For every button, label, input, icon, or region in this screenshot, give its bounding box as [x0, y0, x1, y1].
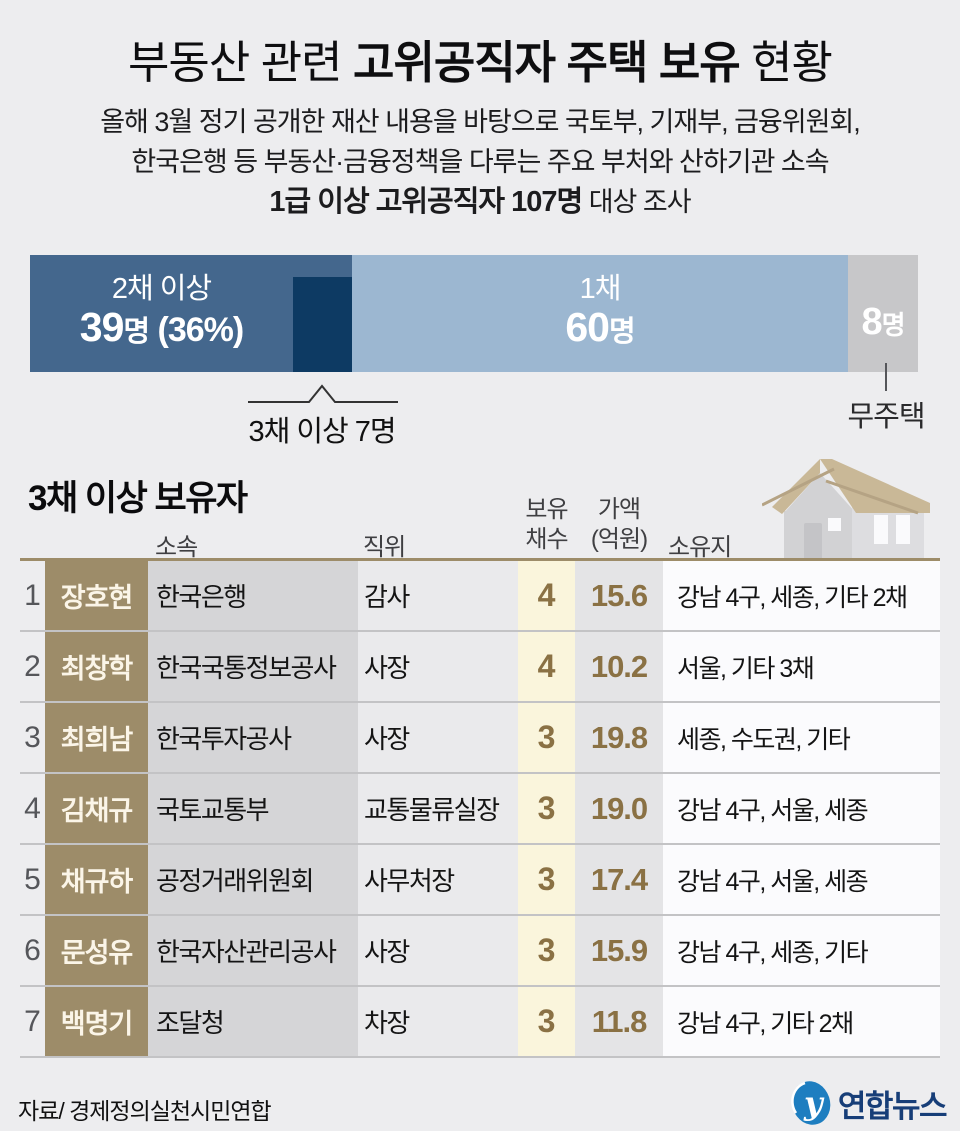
bar-label-one: 1채 60명 [565, 273, 635, 350]
row-position: 사장 [358, 916, 518, 985]
row-separator [20, 772, 940, 774]
table-row: 4 김채규 국토교통부 교통물류실장 3 19.0 강남 4구, 서울, 세종 [20, 774, 940, 843]
subtitle-line3-rest: 대상 조사 [582, 187, 692, 217]
row-affiliation: 한국투자공사 [148, 703, 358, 772]
row-position: 차장 [358, 987, 518, 1056]
row-location: 강남 4구, 세종, 기타 2채 [663, 561, 940, 630]
row-position: 사장 [358, 703, 518, 772]
bar-segment-three-or-more [293, 277, 352, 372]
table-bottom-border [20, 1056, 940, 1058]
row-location: 강남 4구, 서울, 세종 [663, 845, 940, 914]
row-affiliation: 조달청 [148, 987, 358, 1056]
page-title: 부동산 관련 고위공직자 주택 보유 현황 [128, 37, 833, 88]
row-name: 문성유 [45, 916, 148, 985]
caret-bracket-icon [248, 384, 398, 403]
row-name: 김채규 [45, 774, 148, 843]
row-count: 3 [518, 845, 575, 914]
callout-no-home: 무주택 [847, 401, 925, 433]
bar-label-none: 8명 [861, 301, 905, 343]
source-credit: 자료/ 경제정의실천시민연합 [18, 1098, 272, 1124]
row-name: 백명기 [45, 987, 148, 1056]
ownership-stacked-bar: 2채 이상 39명 (36%) 1채 60명 8명 [30, 255, 918, 372]
row-value: 15.6 [575, 561, 663, 630]
bar-label-two-or-more: 2채 이상 39명 (36%) [79, 273, 244, 350]
row-rank: 6 [24, 933, 41, 967]
subtitle-line2: 한국은행 등 부동산·금융정책을 다루는 주요 부처와 산하기관 소속 [131, 147, 829, 177]
row-count: 3 [518, 774, 575, 843]
row-separator [20, 914, 940, 916]
row-location: 강남 4구, 세종, 기타 [663, 916, 940, 985]
bar-segment-one [352, 255, 848, 372]
row-count: 4 [518, 632, 575, 701]
row-value: 19.8 [575, 703, 663, 772]
table-top-border [20, 558, 940, 561]
row-value: 19.0 [575, 774, 663, 843]
row-rank: 2 [24, 649, 41, 683]
section-title: 3채 이상 보유자 [28, 479, 248, 518]
col-header-affiliation: 소속 [155, 534, 198, 561]
yonhap-logo-icon: y [791, 1081, 831, 1125]
table-row: 7 백명기 조달청 차장 3 11.8 강남 4구, 기타 2채 [20, 987, 940, 1056]
row-name: 최창학 [45, 632, 148, 701]
row-position: 사무처장 [358, 845, 518, 914]
table-row: 3 최희남 한국투자공사 사장 3 19.8 세종, 수도권, 기타 [20, 703, 940, 772]
row-separator [20, 843, 940, 845]
row-location: 서울, 기타 3채 [663, 632, 940, 701]
row-count: 3 [518, 916, 575, 985]
svg-text:y: y [803, 1084, 825, 1122]
row-count: 3 [518, 987, 575, 1056]
col-header-count: 보유 채수 [525, 496, 568, 553]
col-header-position: 직위 [363, 534, 406, 561]
row-name: 채규하 [45, 845, 148, 914]
row-name: 최희남 [45, 703, 148, 772]
callout-line [885, 363, 887, 391]
row-location: 강남 4구, 서울, 세종 [663, 774, 940, 843]
subtitle-line3-bold: 1급 이상 고위공직자 107명 [269, 186, 583, 218]
yonhap-logo: y 연합뉴스 [788, 1078, 948, 1128]
row-affiliation: 국토교통부 [148, 774, 358, 843]
row-count: 4 [518, 561, 575, 630]
row-value: 17.4 [575, 845, 663, 914]
row-affiliation: 한국은행 [148, 561, 358, 630]
row-separator [20, 701, 940, 703]
table-row: 1 장호현 한국은행 감사 4 15.6 강남 4구, 세종, 기타 2채 [20, 561, 940, 630]
row-position: 교통물류실장 [358, 774, 518, 843]
row-rank: 1 [24, 578, 41, 612]
subtitle-line1: 올해 3월 정기 공개한 재산 내용을 바탕으로 국토부, 기재부, 금융위원회… [100, 107, 861, 137]
owners-table: 1 장호현 한국은행 감사 4 15.6 강남 4구, 세종, 기타 2채 2 … [20, 558, 940, 1058]
row-name: 장호현 [45, 561, 148, 630]
row-value: 10.2 [575, 632, 663, 701]
col-header-value: 가액 (억원) [590, 496, 648, 553]
yonhap-logo-text: 연합뉴스 [837, 1088, 948, 1124]
row-separator [20, 630, 940, 632]
row-value: 11.8 [575, 987, 663, 1056]
row-rank: 3 [24, 720, 41, 754]
table-row: 2 최창학 한국국통정보공사 사장 4 10.2 서울, 기타 3채 [20, 632, 940, 701]
row-rank: 5 [24, 862, 41, 896]
row-location: 세종, 수도권, 기타 [663, 703, 940, 772]
row-location: 강남 4구, 기타 2채 [663, 987, 940, 1056]
table-row: 5 채규하 공정거래위원회 사무처장 3 17.4 강남 4구, 서울, 세종 [20, 845, 940, 914]
page-subtitle: 올해 3월 정기 공개한 재산 내용을 바탕으로 국토부, 기재부, 금융위원회… [0, 102, 960, 222]
row-affiliation: 한국국통정보공사 [148, 632, 358, 701]
table-row: 6 문성유 한국자산관리공사 사장 3 15.9 강남 4구, 세종, 기타 [20, 916, 940, 985]
house-icon [762, 459, 930, 568]
row-count: 3 [518, 703, 575, 772]
row-position: 감사 [358, 561, 518, 630]
row-affiliation: 한국자산관리공사 [148, 916, 358, 985]
row-rank: 4 [24, 791, 41, 825]
col-header-location: 소유지 [668, 534, 732, 561]
row-affiliation: 공정거래위원회 [148, 845, 358, 914]
bar-segment-none [848, 255, 918, 372]
callout-three-or-more: 3채 이상 7명 [248, 416, 396, 448]
row-value: 15.9 [575, 916, 663, 985]
row-rank: 7 [24, 1004, 41, 1038]
row-separator [20, 985, 940, 987]
row-position: 사장 [358, 632, 518, 701]
